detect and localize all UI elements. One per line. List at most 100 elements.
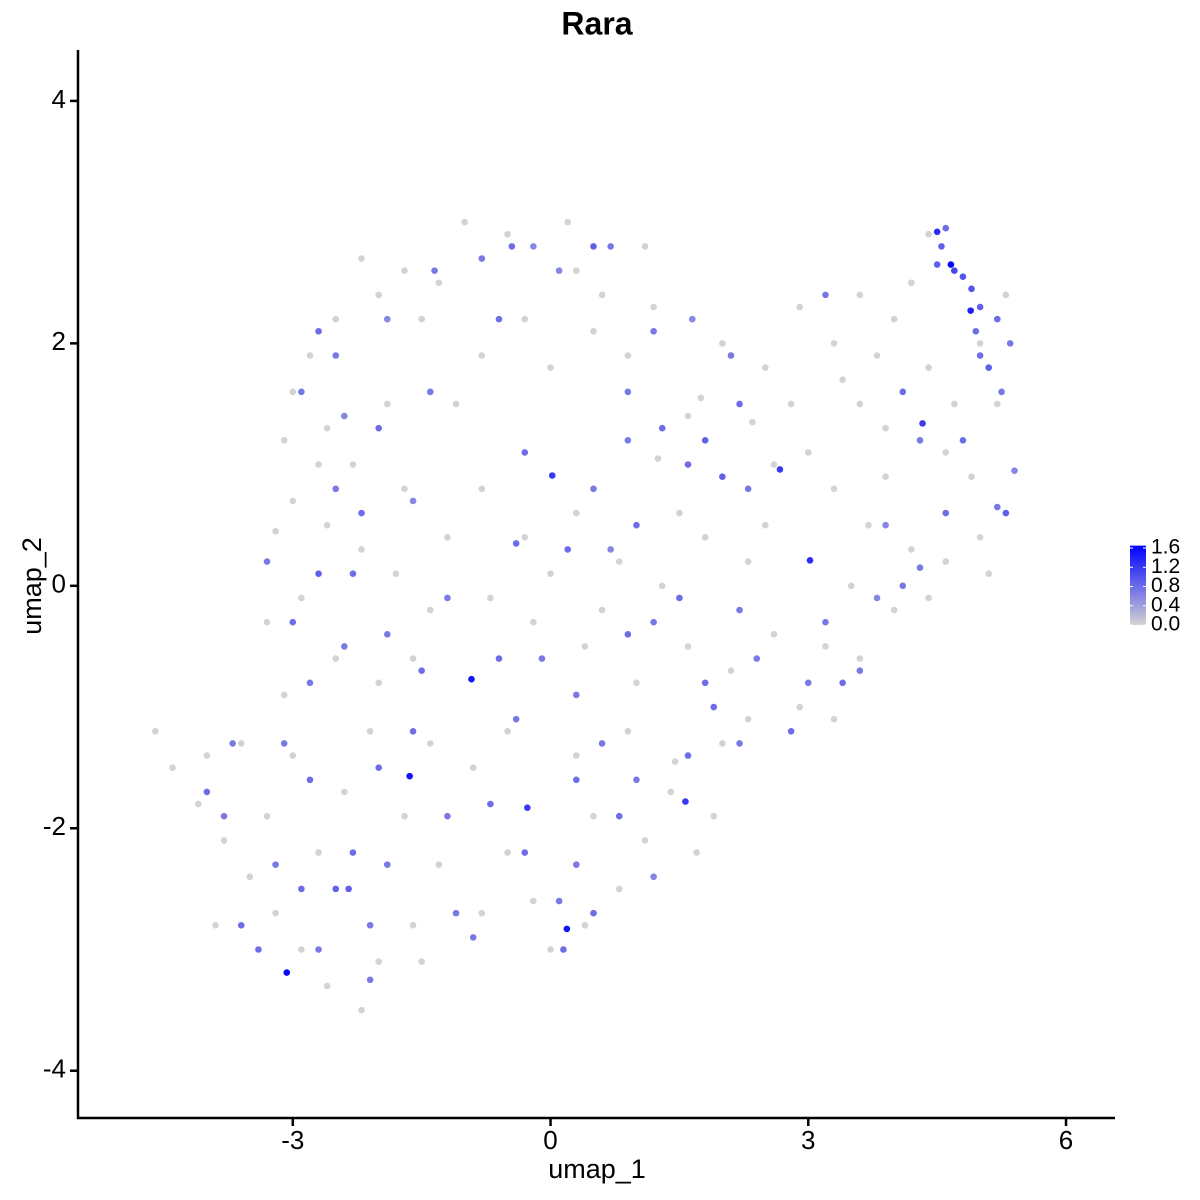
cell-point bbox=[882, 473, 889, 481]
cell-point bbox=[624, 727, 632, 735]
cell-point bbox=[573, 509, 580, 517]
cell-point bbox=[341, 412, 348, 420]
cell-point bbox=[972, 327, 980, 335]
cell-point bbox=[684, 412, 692, 420]
cell-point bbox=[272, 861, 279, 868]
cell-point bbox=[830, 340, 838, 347]
cell-point bbox=[401, 485, 408, 493]
cell-point bbox=[615, 885, 623, 893]
cell-point bbox=[770, 461, 778, 468]
legend-label: 1.2 bbox=[1151, 555, 1180, 578]
cell-point bbox=[375, 764, 383, 771]
cell-point bbox=[925, 230, 932, 238]
cell-point bbox=[908, 279, 915, 287]
cell-point bbox=[444, 594, 451, 602]
cell-point bbox=[349, 461, 357, 468]
cell-point bbox=[283, 969, 291, 976]
cell-point bbox=[633, 679, 640, 687]
cell-point bbox=[947, 261, 955, 268]
cell-point bbox=[573, 776, 580, 784]
cell-point bbox=[452, 909, 460, 917]
cell-point bbox=[967, 307, 974, 314]
y-tick-label: -2 bbox=[43, 811, 66, 841]
cell-point bbox=[908, 546, 915, 553]
cell-point bbox=[744, 485, 752, 493]
cell-point bbox=[152, 727, 159, 735]
cell-point bbox=[530, 618, 537, 626]
cell-point bbox=[478, 485, 486, 493]
cell-point bbox=[993, 503, 1001, 511]
cell-point bbox=[676, 594, 683, 602]
cell-point bbox=[933, 228, 941, 236]
cell-point bbox=[237, 921, 245, 929]
cell-point bbox=[409, 727, 417, 735]
cell-point bbox=[624, 631, 632, 638]
cell-point bbox=[426, 606, 434, 614]
cell-point bbox=[598, 606, 606, 614]
cell-point bbox=[667, 788, 675, 796]
cell-point bbox=[366, 727, 374, 735]
cell-point bbox=[925, 594, 932, 602]
cell-point bbox=[461, 218, 468, 226]
cell-point bbox=[753, 655, 761, 662]
cell-point bbox=[563, 925, 571, 933]
cell-point bbox=[401, 267, 408, 274]
cell-point bbox=[521, 849, 529, 856]
cell-point bbox=[555, 897, 563, 905]
cell-point bbox=[229, 740, 236, 747]
cell-point bbox=[701, 534, 709, 541]
cell-point bbox=[658, 424, 666, 432]
cell-point bbox=[624, 388, 632, 396]
cell-point bbox=[263, 812, 271, 820]
cell-point bbox=[375, 958, 383, 965]
cell-point bbox=[1011, 467, 1018, 474]
cell-point bbox=[899, 582, 907, 590]
cell-point bbox=[951, 400, 958, 408]
cell-point bbox=[530, 897, 537, 905]
cell-point bbox=[547, 946, 554, 953]
cell-point bbox=[289, 752, 297, 759]
cell-point bbox=[315, 461, 322, 468]
cell-point bbox=[547, 570, 554, 577]
cell-point bbox=[280, 740, 288, 747]
cell-point bbox=[998, 388, 1005, 396]
cell-point bbox=[272, 527, 279, 535]
cell-point bbox=[298, 594, 305, 602]
cell-point bbox=[487, 800, 494, 808]
cell-point bbox=[495, 315, 503, 323]
cell-point bbox=[237, 740, 245, 747]
cell-point bbox=[504, 230, 511, 238]
y-tick-label: 2 bbox=[52, 326, 66, 356]
cell-point bbox=[951, 267, 958, 274]
cell-point bbox=[332, 485, 340, 493]
cell-point bbox=[332, 885, 340, 893]
cell-point bbox=[633, 776, 640, 784]
x-axis-label: umap_1 bbox=[548, 1154, 646, 1184]
cell-point bbox=[409, 921, 417, 929]
cell-point bbox=[521, 315, 529, 323]
cell-point bbox=[418, 958, 425, 965]
cell-point bbox=[624, 352, 632, 359]
cell-point bbox=[315, 849, 322, 856]
cell-point bbox=[504, 849, 511, 856]
cell-point bbox=[521, 534, 529, 541]
y-tick-label: -4 bbox=[43, 1054, 66, 1084]
cell-point bbox=[942, 558, 950, 565]
cell-point bbox=[641, 243, 649, 250]
cell-point bbox=[985, 364, 993, 371]
cell-point bbox=[697, 394, 705, 402]
cell-point bbox=[298, 388, 305, 396]
cell-point bbox=[345, 885, 352, 893]
cell-point bbox=[298, 946, 305, 953]
cell-point bbox=[504, 727, 511, 735]
cell-point bbox=[865, 521, 872, 529]
cell-point bbox=[573, 752, 580, 759]
cell-point bbox=[976, 534, 984, 541]
cell-point bbox=[581, 921, 589, 929]
cell-point bbox=[856, 667, 864, 674]
cell-point bbox=[495, 655, 503, 662]
cell-point bbox=[478, 255, 486, 262]
cell-point bbox=[684, 752, 692, 759]
cell-point bbox=[676, 509, 683, 517]
